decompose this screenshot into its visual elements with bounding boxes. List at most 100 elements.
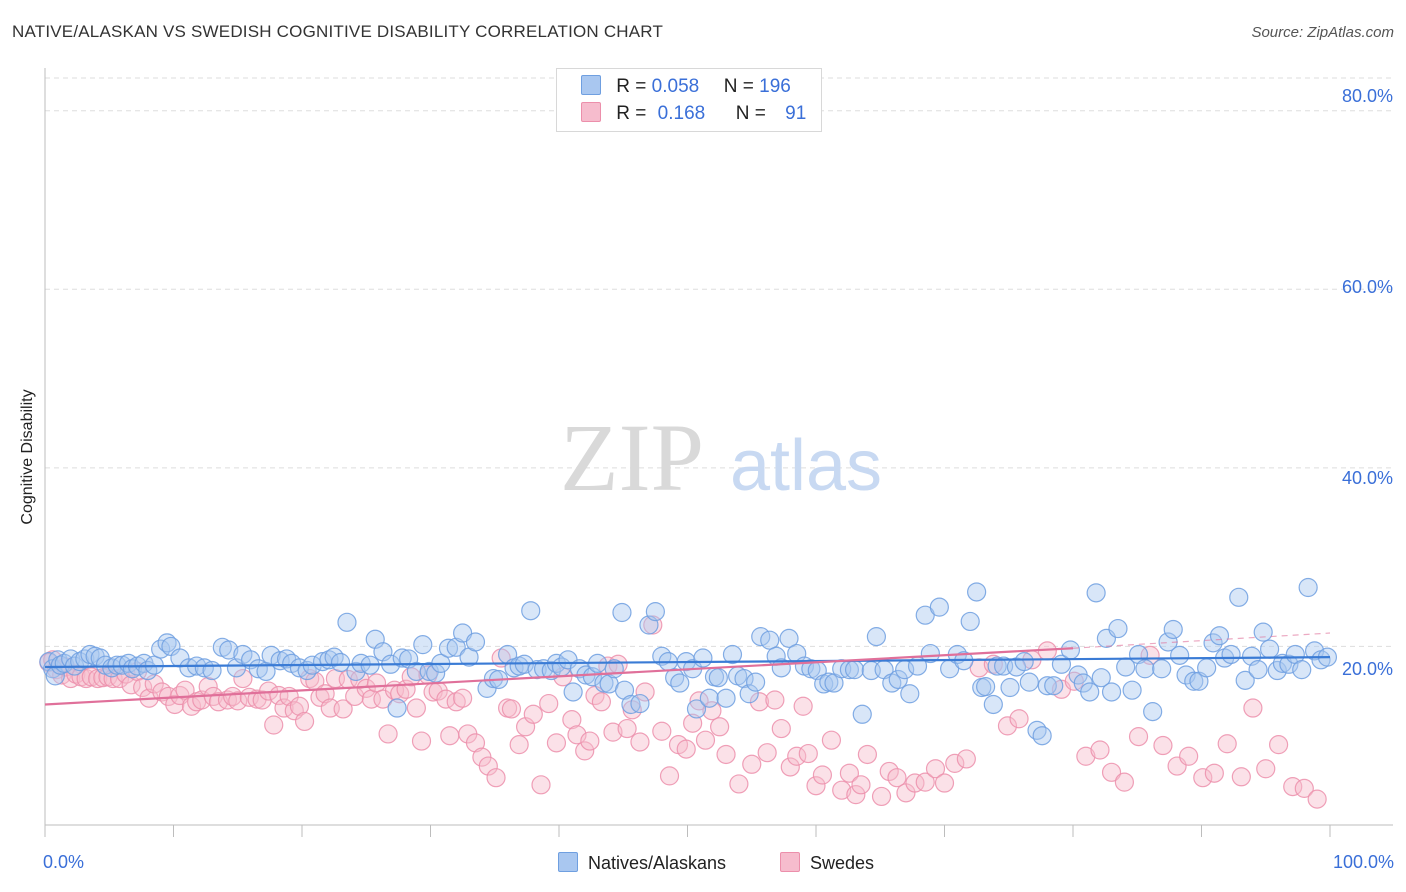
- native-point: [465, 632, 486, 652]
- native-point: [614, 680, 635, 700]
- natives-trend-line: [44, 656, 1331, 669]
- swede-point: [562, 710, 582, 730]
- native-point: [1298, 577, 1318, 598]
- swede-point: [729, 774, 749, 794]
- swede-point: [603, 722, 623, 742]
- swede-point: [905, 773, 925, 793]
- swede-point: [934, 773, 955, 793]
- native-point: [1037, 676, 1057, 696]
- swede-point: [1307, 789, 1327, 809]
- native-point: [1019, 672, 1039, 692]
- native-point: [716, 688, 736, 708]
- legend-swatch-blue: [558, 852, 578, 872]
- native-point: [1197, 658, 1217, 678]
- y-tick-label-60: 60.0%: [1341, 277, 1393, 297]
- swede-point: [742, 754, 762, 774]
- native-point: [630, 693, 650, 714]
- swede-point: [879, 761, 899, 782]
- swede-point: [915, 772, 935, 792]
- swede-point: [486, 768, 506, 788]
- swede-point: [1243, 698, 1263, 718]
- swede-point: [956, 749, 976, 769]
- swede-point: [812, 765, 833, 785]
- native-point: [1221, 644, 1241, 665]
- native-point: [929, 597, 949, 617]
- legend-label-natives: Natives/Alaskans: [588, 853, 727, 873]
- native-point: [866, 627, 886, 647]
- swede-point: [539, 693, 559, 714]
- native-point: [337, 612, 357, 632]
- swede-point: [771, 718, 791, 739]
- native-point: [1060, 640, 1081, 660]
- swede-point: [406, 698, 426, 718]
- swede-point: [523, 704, 543, 724]
- native-point: [202, 660, 222, 681]
- r-label: R =: [616, 76, 647, 97]
- swede-point: [945, 753, 965, 773]
- swede-point: [851, 775, 871, 795]
- swede-point: [793, 696, 813, 716]
- native-point: [801, 659, 821, 679]
- native-point: [779, 628, 799, 648]
- native-point: [1032, 726, 1052, 746]
- swede-point: [683, 713, 703, 733]
- native-point: [219, 640, 239, 660]
- native-point: [1086, 583, 1106, 603]
- swede-point: [411, 731, 432, 751]
- native-point: [112, 655, 132, 675]
- native-point: [976, 677, 996, 697]
- swede-point: [465, 733, 486, 753]
- swede-point: [757, 743, 777, 763]
- native-point: [670, 673, 690, 693]
- n-value: 91: [785, 103, 807, 124]
- swede-point: [1256, 759, 1276, 779]
- y-tick-label-40: 40.0%: [1341, 468, 1393, 488]
- swede-point: [289, 696, 310, 716]
- native-point: [1248, 660, 1268, 680]
- native-point: [194, 658, 214, 678]
- native-point: [1260, 639, 1280, 659]
- legend-item-natives[interactable]: Natives/Alaskans: [558, 852, 726, 874]
- swede-point: [501, 699, 522, 719]
- native-point: [844, 660, 865, 680]
- native-point: [1163, 619, 1183, 640]
- native-point: [1014, 652, 1034, 672]
- swede-point: [635, 682, 655, 702]
- native-point: [1292, 660, 1312, 680]
- swede-point: [659, 766, 680, 786]
- watermark-atlas: atlas: [730, 426, 882, 506]
- swede-point: [702, 701, 722, 721]
- native-point: [699, 688, 719, 708]
- native-point: [888, 669, 908, 690]
- swede-point: [264, 715, 284, 735]
- native-point: [665, 668, 685, 688]
- swede-point: [821, 730, 842, 750]
- native-point: [527, 660, 547, 680]
- native-point: [983, 694, 1003, 715]
- trend-lines: [44, 632, 1331, 706]
- native-point: [1184, 671, 1204, 691]
- swede-point: [1231, 767, 1251, 787]
- native-point: [645, 602, 665, 622]
- swedes-points: [39, 615, 1327, 809]
- swedes-trend-line: [44, 647, 1074, 706]
- r-value: 0.168: [657, 103, 706, 124]
- native-point: [1143, 702, 1163, 722]
- native-point: [1044, 676, 1064, 696]
- native-point: [746, 672, 766, 692]
- native-point: [438, 638, 459, 658]
- swede-point: [887, 768, 907, 788]
- native-point: [967, 582, 987, 602]
- native-point: [446, 637, 466, 657]
- swede-point: [366, 673, 387, 693]
- swede-point: [1090, 740, 1110, 760]
- legend-item-swedes[interactable]: Swedes: [780, 852, 874, 874]
- native-point: [920, 643, 940, 664]
- legend-row-swedes: R = 0.168 N = 91: [581, 102, 806, 125]
- native-point: [708, 668, 728, 688]
- swede-point: [765, 690, 785, 710]
- swede-point: [710, 717, 730, 737]
- y-tick-label-20: 20.0%: [1341, 659, 1393, 679]
- native-point: [1080, 682, 1100, 702]
